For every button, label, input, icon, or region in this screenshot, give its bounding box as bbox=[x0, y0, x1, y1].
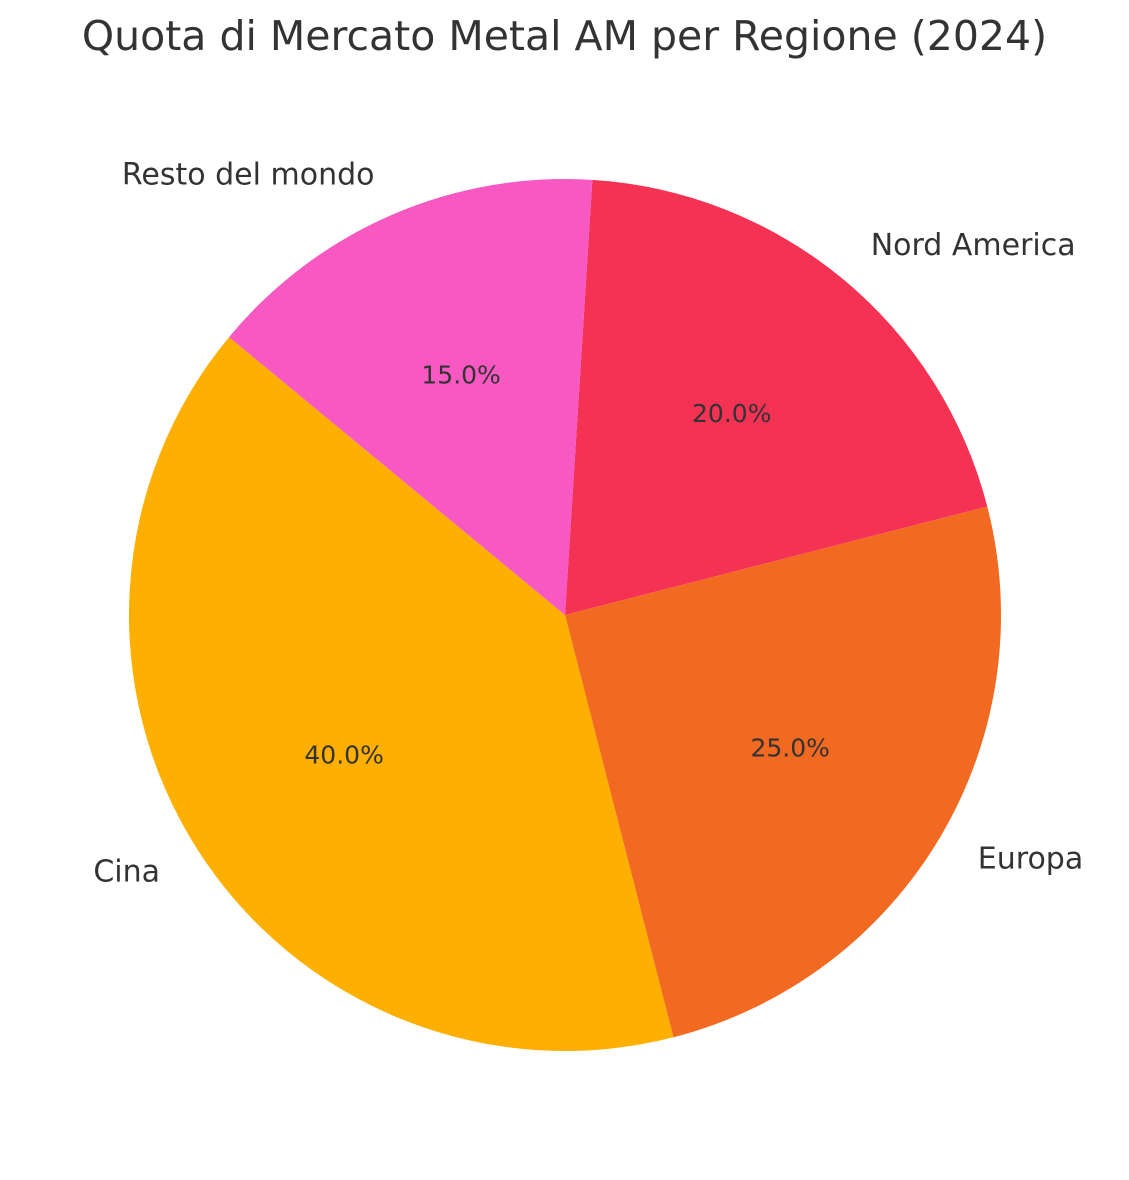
slice-percent-cina: 40.0% bbox=[304, 741, 383, 770]
pie-slice-cina bbox=[128, 337, 674, 1051]
slice-label-resto-del-mondo: Resto del mondo bbox=[122, 157, 375, 192]
pie-slice-europa bbox=[565, 506, 1001, 1038]
slice-percent-europa: 25.0% bbox=[750, 734, 829, 763]
pie-slice-nord-america bbox=[565, 179, 988, 615]
slice-label-cina: Cina bbox=[93, 854, 160, 889]
slice-label-europa: Europa bbox=[978, 842, 1083, 877]
slice-percent-resto-del-mondo: 15.0% bbox=[421, 360, 500, 389]
chart-title: Quota di Mercato Metal AM per Regione (2… bbox=[81, 12, 1048, 60]
slice-percent-nord-america: 20.0% bbox=[692, 399, 771, 428]
pie-slice-resto-del-mondo bbox=[229, 179, 593, 615]
slice-label-nord-america: Nord America bbox=[871, 228, 1076, 263]
